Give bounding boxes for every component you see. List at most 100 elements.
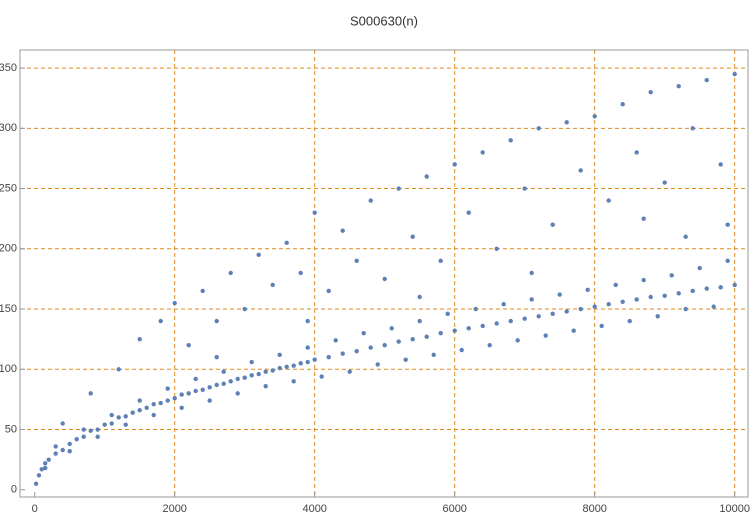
point [683,306,688,312]
point [235,376,240,382]
point [634,150,639,155]
point [88,428,93,433]
point [256,252,261,258]
y-tick-label: 50 [5,423,17,435]
point [340,351,345,356]
point [480,150,485,155]
point [543,333,548,338]
point [347,369,352,374]
point [277,365,282,371]
point [298,361,303,366]
point [214,355,219,360]
point [291,363,296,368]
point [354,349,359,354]
point [43,465,48,471]
point [417,294,422,300]
point [67,449,72,454]
point [711,304,716,309]
point [480,323,485,329]
point [620,299,625,305]
point [466,326,471,331]
point [193,376,198,382]
point [270,368,275,373]
point [578,168,583,173]
point [158,318,163,324]
x-tick-label: 10000 [719,503,750,515]
point [431,352,436,358]
point [207,398,212,403]
point [312,357,317,362]
point [36,473,42,478]
point [81,427,86,432]
point [228,379,233,384]
point [333,338,338,343]
point [578,306,583,312]
point [88,391,93,396]
chart-title: S000630(n) [350,13,418,28]
y-tick-label: 250 [0,182,17,194]
point [536,314,541,319]
point [179,392,184,397]
point [291,379,296,384]
point [200,288,205,294]
plot-frame [19,49,749,498]
point [606,302,611,307]
point [452,162,457,167]
point [662,293,667,298]
point [214,382,219,388]
point [718,285,723,290]
point [263,383,268,389]
x-tick-label: 8000 [582,503,606,515]
point [53,444,58,449]
point [186,391,191,396]
point [473,306,478,312]
point [221,369,226,374]
point [683,234,688,239]
point [165,398,170,403]
point [144,405,149,411]
point [424,334,429,339]
point [200,387,205,392]
point [319,374,324,379]
point [648,89,653,95]
point [662,180,667,185]
point [354,258,359,264]
point [382,342,387,348]
point [172,300,177,306]
point [690,126,695,131]
point [277,352,282,358]
point [704,286,709,291]
point [207,385,212,390]
point [172,396,177,401]
point [718,162,723,167]
point [410,234,415,239]
point [592,114,597,119]
point [445,311,450,317]
point [536,126,541,131]
point [375,362,380,367]
point [221,381,226,386]
point [151,412,156,418]
point [270,282,275,288]
point [606,198,611,203]
y-tick-label: 300 [0,122,17,134]
point [242,375,247,380]
point [564,120,569,125]
point [137,408,142,413]
point [382,276,387,282]
point [74,436,79,442]
point [676,83,681,89]
point [396,339,401,344]
point [116,367,121,372]
point [137,336,142,342]
point [102,422,107,427]
y-tick-label: 100 [0,363,17,375]
point [151,402,156,407]
point [256,371,261,377]
point [690,288,695,294]
point [263,369,268,374]
point [634,297,639,302]
point [494,321,499,326]
point [501,302,506,307]
